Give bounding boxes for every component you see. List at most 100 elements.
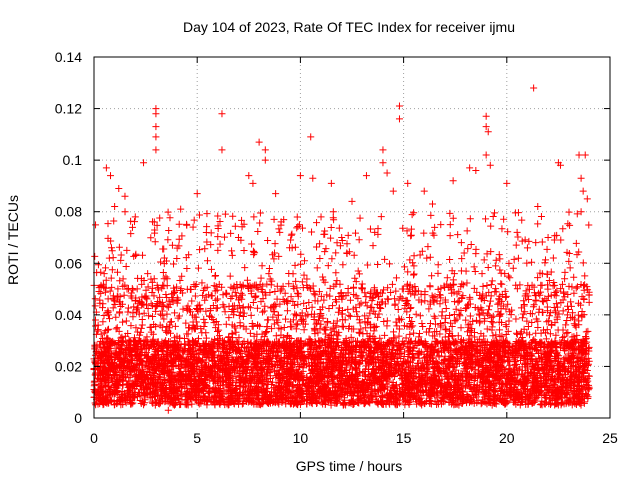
- data-point: [333, 317, 341, 325]
- data-point: [138, 391, 146, 399]
- data-point: [551, 232, 559, 240]
- data-point: [270, 215, 278, 223]
- data-point: [202, 364, 210, 372]
- data-point: [143, 301, 151, 309]
- data-point: [169, 298, 177, 306]
- data-point: [279, 295, 287, 303]
- data-point: [410, 271, 418, 279]
- data-point: [272, 361, 280, 369]
- data-point: [416, 330, 424, 338]
- data-point: [442, 314, 450, 322]
- data-point: [179, 305, 187, 313]
- data-point: [159, 268, 167, 276]
- data-point: [269, 313, 277, 321]
- data-point: [271, 287, 279, 295]
- data-point: [534, 274, 542, 282]
- data-point: [121, 346, 129, 354]
- data-point: [428, 292, 436, 300]
- data-point: [287, 293, 295, 301]
- data-point: [138, 300, 146, 308]
- data-point: [450, 310, 458, 318]
- data-point: [571, 315, 579, 323]
- data-point: [336, 280, 344, 288]
- data-point: [122, 263, 130, 271]
- data-point: [470, 263, 478, 271]
- data-point: [370, 322, 378, 330]
- data-point: [525, 285, 533, 293]
- data-point: [333, 239, 341, 247]
- data-point: [108, 247, 116, 255]
- data-point: [445, 398, 453, 406]
- data-point: [406, 330, 414, 338]
- data-point: [529, 303, 537, 311]
- data-point: [283, 307, 291, 315]
- data-point: [139, 251, 147, 259]
- data-point: [381, 300, 389, 308]
- data-point: [393, 346, 401, 354]
- data-point: [582, 333, 590, 341]
- data-point: [163, 302, 171, 310]
- data-point: [163, 310, 171, 318]
- data-point: [270, 320, 278, 328]
- data-point: [102, 264, 110, 272]
- data-point: [329, 302, 337, 310]
- data-point: [150, 218, 158, 226]
- data-point: [233, 338, 241, 346]
- data-point: [109, 304, 117, 312]
- data-point: [483, 250, 491, 258]
- data-point: [395, 385, 403, 393]
- data-point: [506, 274, 514, 282]
- data-point: [225, 333, 233, 341]
- data-point: [252, 293, 260, 301]
- data-point: [105, 254, 113, 262]
- data-point: [289, 381, 297, 389]
- data-point: [478, 295, 486, 303]
- data-point: [397, 349, 405, 357]
- data-point: [566, 264, 574, 272]
- data-point: [240, 247, 248, 255]
- data-point: [142, 336, 150, 344]
- data-point: [215, 347, 223, 355]
- data-point: [182, 319, 190, 327]
- data-point: [518, 314, 526, 322]
- data-point: [214, 212, 222, 220]
- data-point: [421, 354, 429, 362]
- data-point: [426, 325, 434, 333]
- data-point: [116, 309, 124, 317]
- data-point: [221, 308, 229, 316]
- data-point: [236, 308, 244, 316]
- data-point: [560, 288, 568, 296]
- data-point: [343, 240, 351, 248]
- data-point: [314, 389, 322, 397]
- data-point: [491, 209, 499, 217]
- data-point: [322, 245, 330, 253]
- data-point: [261, 329, 269, 337]
- data-point: [138, 315, 146, 323]
- data-point: [240, 220, 248, 228]
- data-point: [308, 303, 316, 311]
- data-point: [229, 212, 237, 220]
- data-point: [227, 229, 235, 237]
- data-point: [107, 244, 115, 252]
- data-point: [195, 400, 203, 408]
- data-point: [357, 299, 365, 307]
- data-point: [324, 262, 332, 270]
- data-point: [369, 242, 377, 250]
- data-point: [418, 247, 426, 255]
- data-point: [566, 221, 574, 229]
- data-point: [326, 284, 334, 292]
- data-point: [290, 285, 298, 293]
- data-point: [283, 337, 291, 345]
- data-point: [544, 281, 552, 289]
- data-point: [489, 212, 497, 220]
- data-point: [534, 220, 542, 228]
- data-point: [446, 209, 454, 217]
- data-point: [170, 284, 178, 292]
- data-point: [353, 308, 361, 316]
- data-point: [572, 239, 580, 247]
- data-point: [445, 363, 453, 371]
- data-point: [419, 322, 427, 330]
- data-point: [128, 400, 136, 408]
- data-point: [504, 228, 512, 236]
- data-point: [228, 321, 236, 329]
